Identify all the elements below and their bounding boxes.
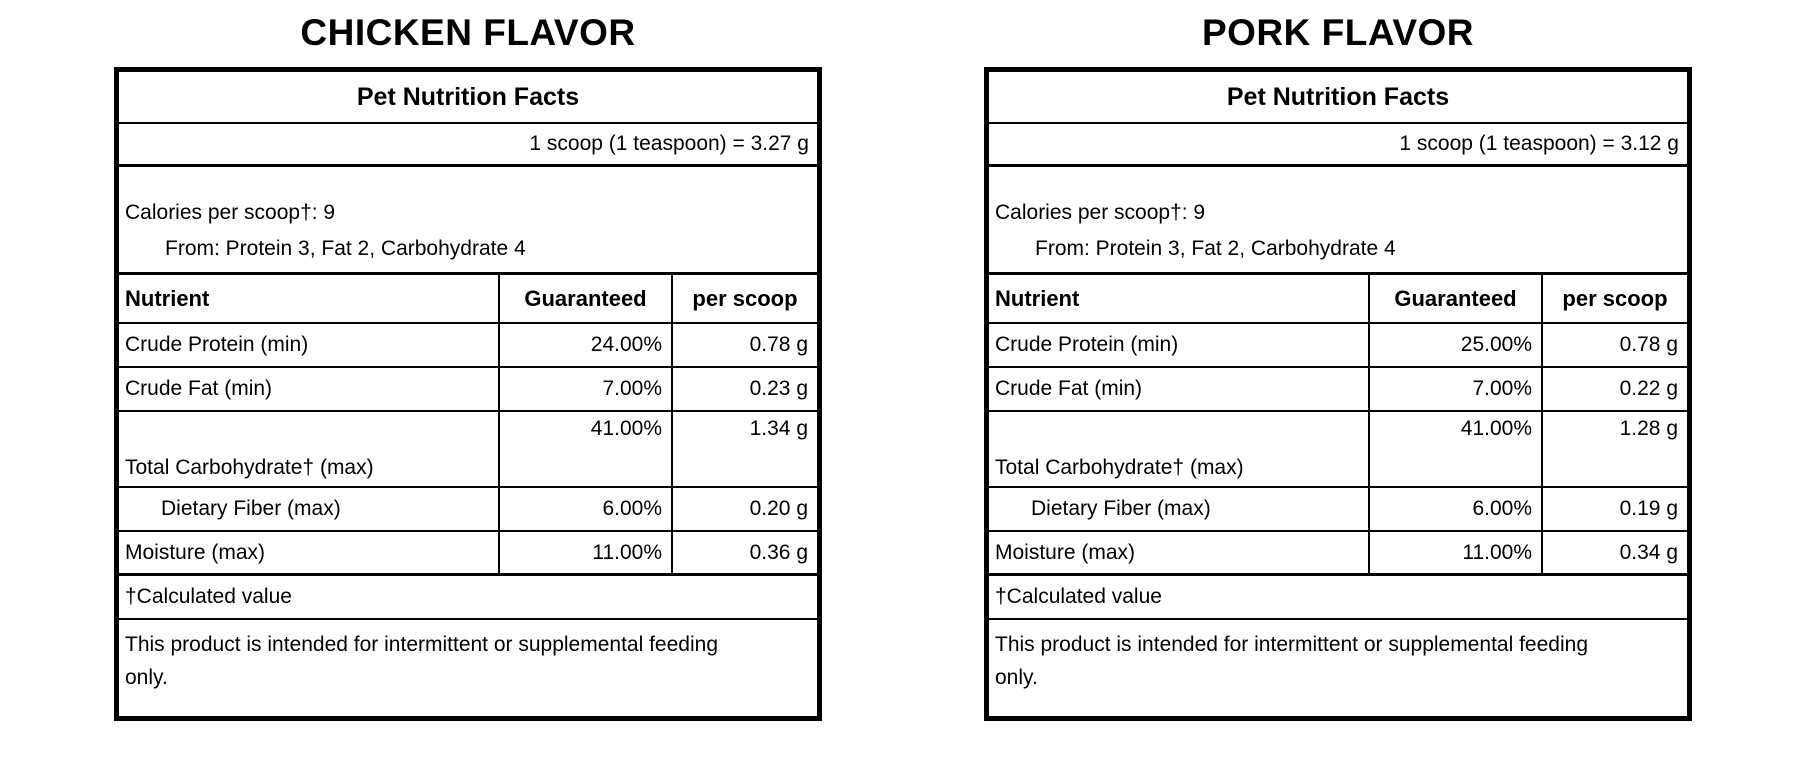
table-row-crude-protein: Crude Protein (min) 24.00% 0.78 g bbox=[119, 324, 817, 368]
per-scoop-value: 1.28 g bbox=[1541, 412, 1687, 486]
guaranteed-value: 41.00% bbox=[498, 412, 671, 486]
column-header-nutrient: Nutrient bbox=[125, 285, 210, 311]
serving-size: 1 scoop (1 teaspoon) = 3.12 g bbox=[989, 124, 1687, 167]
calories-block: Calories per scoop†: 9 From: Protein 3, … bbox=[119, 167, 817, 275]
calories-block: Calories per scoop†: 9 From: Protein 3, … bbox=[989, 167, 1687, 275]
table-row-crude-fat: Crude Fat (min) 7.00% 0.22 g bbox=[989, 368, 1687, 412]
per-scoop-value: 0.36 g bbox=[671, 532, 817, 573]
guaranteed-value: 7.00% bbox=[1368, 368, 1541, 410]
table-row-crude-protein: Crude Protein (min) 25.00% 0.78 g bbox=[989, 324, 1687, 368]
calculated-value-footnote: †Calculated value bbox=[989, 576, 1687, 620]
pork-nutrition-label: Pet Nutrition Facts 1 scoop (1 teaspoon)… bbox=[984, 67, 1692, 721]
table-row-dietary-fiber: Dietary Fiber (max) 6.00% 0.19 g bbox=[989, 488, 1687, 532]
facts-title: Pet Nutrition Facts bbox=[989, 72, 1687, 124]
pork-panel: PORK FLAVOR Pet Nutrition Facts 1 scoop … bbox=[984, 12, 1692, 721]
guaranteed-value: 41.00% bbox=[1368, 412, 1541, 486]
guaranteed-value: 7.00% bbox=[498, 368, 671, 410]
chicken-nutrition-label: Pet Nutrition Facts 1 scoop (1 teaspoon)… bbox=[114, 67, 822, 721]
calories-line: Calories per scoop†: 9 bbox=[125, 201, 336, 224]
guaranteed-value: 11.00% bbox=[498, 532, 671, 573]
nutrient-name: Crude Protein (min) bbox=[995, 333, 1179, 356]
guaranteed-value: 11.00% bbox=[1368, 532, 1541, 573]
feeding-disclaimer: This product is intended for intermitten… bbox=[119, 620, 817, 716]
column-header-nutrient: Nutrient bbox=[995, 285, 1080, 311]
table-row-total-carbohydrate: Total Carbohydrate† (max) 41.00% 1.28 g bbox=[989, 412, 1687, 488]
feeding-disclaimer-text: This product is intended for intermitten… bbox=[125, 633, 718, 689]
nutrient-name: Crude Fat (min) bbox=[125, 377, 273, 400]
nutrient-name: Dietary Fiber (max) bbox=[1031, 497, 1211, 520]
nutrient-name: Total Carbohydrate† (max) bbox=[995, 456, 1244, 479]
column-header-per-scoop: per scoop bbox=[1541, 275, 1687, 322]
serving-size: 1 scoop (1 teaspoon) = 3.27 g bbox=[119, 124, 817, 167]
per-scoop-value: 0.78 g bbox=[671, 324, 817, 366]
nutrient-name: Crude Protein (min) bbox=[125, 333, 309, 356]
guaranteed-value: 25.00% bbox=[1368, 324, 1541, 366]
guaranteed-value: 6.00% bbox=[498, 488, 671, 530]
table-row-moisture: Moisture (max) 11.00% 0.36 g bbox=[119, 532, 817, 576]
chicken-panel: CHICKEN FLAVOR Pet Nutrition Facts 1 sco… bbox=[114, 12, 822, 721]
calculated-value-footnote: †Calculated value bbox=[119, 576, 817, 620]
per-scoop-value: 0.34 g bbox=[1541, 532, 1687, 573]
feeding-disclaimer: This product is intended for intermitten… bbox=[989, 620, 1687, 716]
table-row-moisture: Moisture (max) 11.00% 0.34 g bbox=[989, 532, 1687, 576]
table-header-row: Nutrient Guaranteed per scoop bbox=[989, 275, 1687, 324]
per-scoop-value: 0.20 g bbox=[671, 488, 817, 530]
guaranteed-value: 24.00% bbox=[498, 324, 671, 366]
nutrient-name: Crude Fat (min) bbox=[995, 377, 1143, 400]
guaranteed-value: 6.00% bbox=[1368, 488, 1541, 530]
table-header-row: Nutrient Guaranteed per scoop bbox=[119, 275, 817, 324]
facts-title: Pet Nutrition Facts bbox=[119, 72, 817, 124]
nutrient-name: Moisture (max) bbox=[125, 540, 266, 564]
per-scoop-value: 0.78 g bbox=[1541, 324, 1687, 366]
nutrient-name: Dietary Fiber (max) bbox=[161, 497, 341, 520]
nutrient-name: Total Carbohydrate† (max) bbox=[125, 456, 374, 479]
calories-from-line: From: Protein 3, Fat 2, Carbohydrate 4 bbox=[165, 237, 526, 260]
feeding-disclaimer-text: This product is intended for intermitten… bbox=[995, 633, 1588, 689]
chicken-flavor-title: CHICKEN FLAVOR bbox=[300, 12, 636, 53]
table-row-crude-fat: Crude Fat (min) 7.00% 0.23 g bbox=[119, 368, 817, 412]
calories-from-line: From: Protein 3, Fat 2, Carbohydrate 4 bbox=[1035, 237, 1396, 260]
column-header-guaranteed: Guaranteed bbox=[1368, 275, 1541, 322]
calories-line: Calories per scoop†: 9 bbox=[995, 201, 1206, 224]
column-header-per-scoop: per scoop bbox=[671, 275, 817, 322]
table-row-total-carbohydrate: Total Carbohydrate† (max) 41.00% 1.34 g bbox=[119, 412, 817, 488]
per-scoop-value: 0.22 g bbox=[1541, 368, 1687, 410]
pork-flavor-title: PORK FLAVOR bbox=[1201, 12, 1475, 53]
per-scoop-value: 0.19 g bbox=[1541, 488, 1687, 530]
nutrient-name: Moisture (max) bbox=[995, 540, 1136, 564]
table-row-dietary-fiber: Dietary Fiber (max) 6.00% 0.20 g bbox=[119, 488, 817, 532]
column-header-guaranteed: Guaranteed bbox=[498, 275, 671, 322]
per-scoop-value: 1.34 g bbox=[671, 412, 817, 486]
per-scoop-value: 0.23 g bbox=[671, 368, 817, 410]
